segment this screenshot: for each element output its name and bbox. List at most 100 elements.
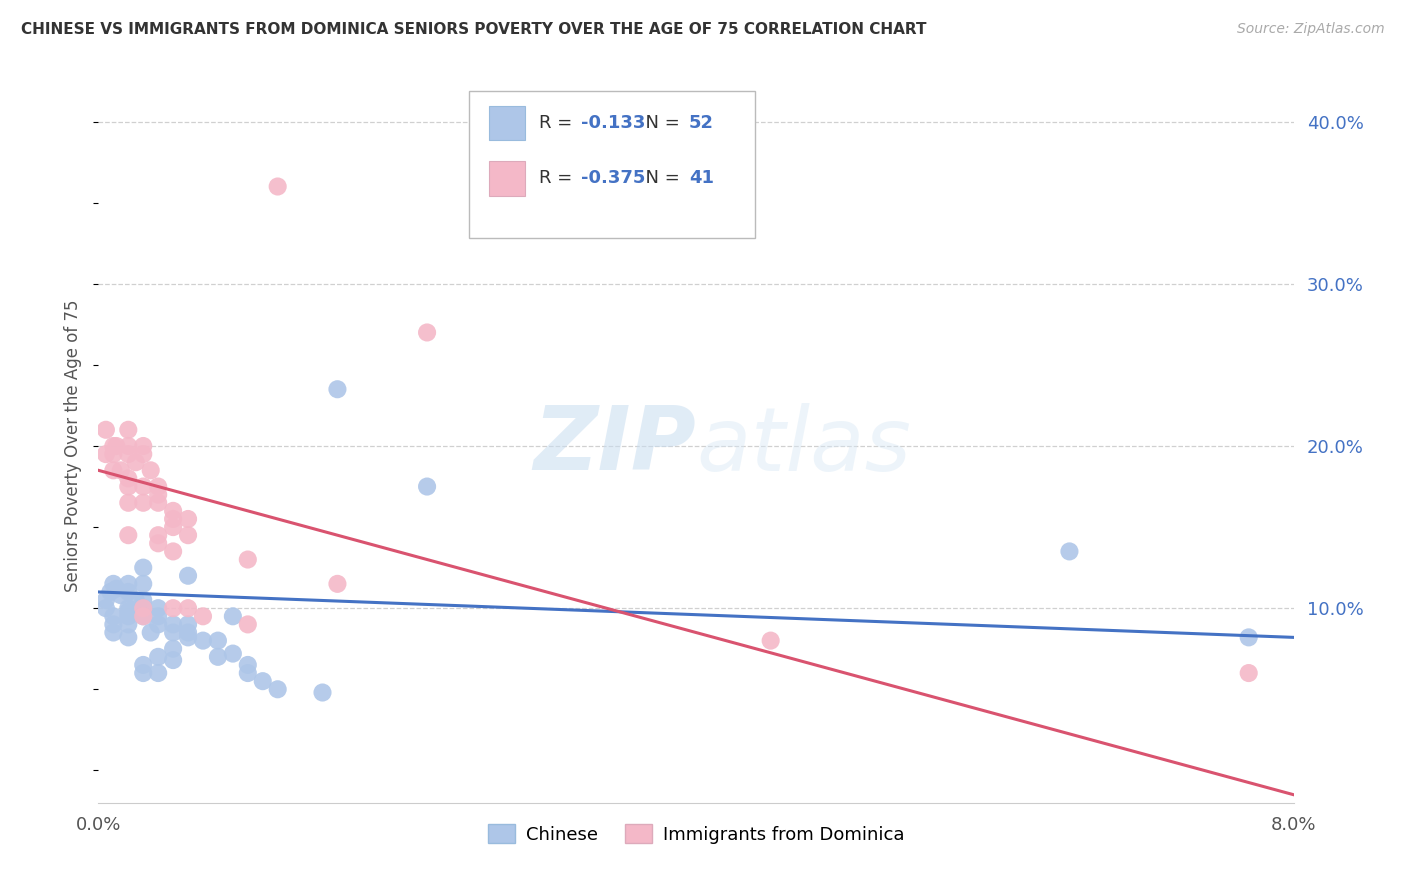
Point — [207, 633, 229, 648]
Point — [311, 685, 333, 699]
Point — [103, 617, 125, 632]
Text: ZIP: ZIP — [533, 402, 696, 490]
Point — [148, 488, 170, 502]
Point — [94, 593, 117, 607]
Point — [132, 577, 155, 591]
Point — [139, 463, 162, 477]
Text: N =: N = — [634, 169, 685, 187]
Point — [117, 585, 139, 599]
Point — [117, 496, 139, 510]
FancyBboxPatch shape — [470, 91, 755, 237]
Text: 41: 41 — [689, 169, 714, 187]
Point — [132, 560, 155, 574]
Point — [162, 601, 184, 615]
Point — [132, 439, 155, 453]
Point — [162, 544, 184, 558]
Point — [148, 666, 170, 681]
Point — [177, 512, 200, 526]
Point — [103, 625, 125, 640]
Point — [177, 568, 200, 582]
Point — [177, 617, 200, 632]
Point — [236, 657, 259, 672]
Point — [191, 633, 214, 648]
Text: atlas: atlas — [696, 403, 911, 489]
Point — [132, 447, 155, 461]
Point — [148, 609, 170, 624]
Point — [117, 447, 139, 461]
Point — [177, 528, 200, 542]
Point — [103, 609, 125, 624]
Point — [1237, 631, 1260, 645]
Point — [94, 601, 117, 615]
Text: 52: 52 — [689, 114, 714, 132]
Point — [177, 631, 200, 645]
Point — [132, 666, 155, 681]
Point — [162, 617, 184, 632]
Point — [117, 439, 139, 453]
Point — [162, 653, 184, 667]
Point — [236, 617, 259, 632]
Point — [148, 601, 170, 615]
Point — [117, 479, 139, 493]
Point — [103, 577, 125, 591]
Point — [94, 423, 117, 437]
Point — [117, 528, 139, 542]
Point — [132, 657, 155, 672]
Point — [110, 588, 132, 602]
Point — [326, 577, 349, 591]
Text: -0.133: -0.133 — [581, 114, 645, 132]
Point — [162, 512, 184, 526]
Point — [117, 423, 139, 437]
Point — [148, 496, 170, 510]
Point — [117, 471, 139, 485]
FancyBboxPatch shape — [489, 161, 524, 195]
Point — [117, 604, 139, 618]
Point — [759, 633, 782, 648]
Point — [105, 439, 128, 453]
Point — [252, 674, 274, 689]
Point — [103, 447, 125, 461]
Point — [132, 479, 155, 493]
Point — [162, 504, 184, 518]
Point — [132, 496, 155, 510]
Y-axis label: Seniors Poverty Over the Age of 75: Seniors Poverty Over the Age of 75 — [65, 300, 83, 592]
Point — [177, 625, 200, 640]
Text: CHINESE VS IMMIGRANTS FROM DOMINICA SENIORS POVERTY OVER THE AGE OF 75 CORRELATI: CHINESE VS IMMIGRANTS FROM DOMINICA SENI… — [21, 22, 927, 37]
Point — [148, 649, 170, 664]
Point — [98, 585, 122, 599]
Point — [236, 666, 259, 681]
Point — [117, 601, 139, 615]
Point — [117, 609, 139, 624]
Point — [162, 625, 184, 640]
Point — [103, 463, 125, 477]
Point — [105, 582, 128, 596]
Point — [132, 601, 155, 615]
Point — [94, 447, 117, 461]
Point — [125, 593, 148, 607]
Point — [132, 593, 155, 607]
Text: Source: ZipAtlas.com: Source: ZipAtlas.com — [1237, 22, 1385, 37]
Point — [267, 179, 290, 194]
Point — [236, 552, 259, 566]
Point — [110, 463, 132, 477]
Point — [222, 609, 245, 624]
Point — [103, 439, 125, 453]
Point — [148, 479, 170, 493]
Text: R =: R = — [540, 169, 578, 187]
Point — [162, 641, 184, 656]
Point — [132, 601, 155, 615]
Point — [326, 382, 349, 396]
Text: R =: R = — [540, 114, 578, 132]
Point — [125, 455, 148, 469]
Point — [207, 649, 229, 664]
Point — [1237, 666, 1260, 681]
Point — [177, 601, 200, 615]
Point — [139, 625, 162, 640]
Point — [267, 682, 290, 697]
Point — [222, 647, 245, 661]
Text: -0.375: -0.375 — [581, 169, 645, 187]
Point — [148, 528, 170, 542]
Point — [117, 631, 139, 645]
Point — [1059, 544, 1081, 558]
Point — [191, 609, 214, 624]
